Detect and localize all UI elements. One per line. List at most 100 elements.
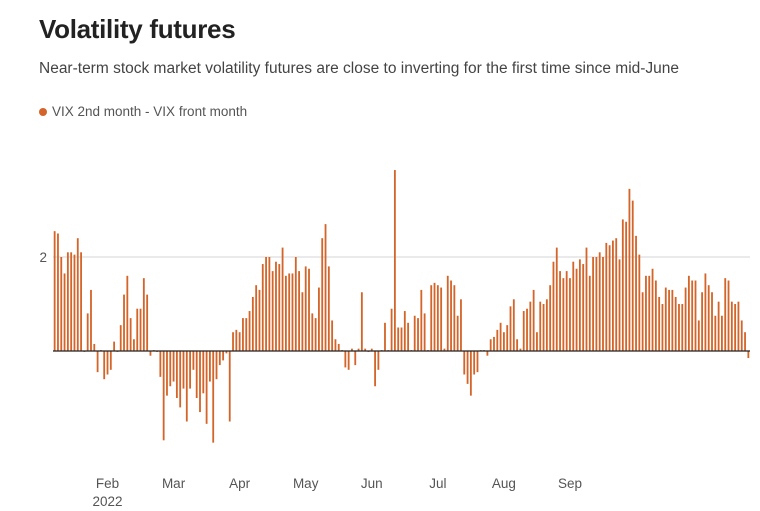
bar — [314, 318, 317, 351]
bar — [245, 318, 248, 351]
bar — [304, 266, 307, 351]
bar — [450, 280, 452, 351]
bar — [539, 301, 542, 351]
bar — [258, 289, 261, 351]
bar — [162, 351, 165, 441]
bar — [721, 315, 723, 351]
bar — [612, 240, 614, 351]
bar — [433, 282, 436, 351]
bar — [308, 268, 310, 351]
x-tick-label: Mar — [162, 476, 186, 491]
bar — [334, 339, 337, 351]
bar — [70, 252, 73, 351]
bar — [166, 351, 168, 396]
bar — [268, 257, 271, 351]
bar — [331, 320, 334, 351]
bar — [592, 257, 594, 351]
bar — [734, 304, 737, 351]
bar — [288, 273, 291, 351]
bar — [529, 301, 532, 351]
bar — [142, 278, 145, 351]
bar — [588, 275, 591, 351]
bar — [278, 264, 281, 351]
bar — [545, 299, 548, 351]
bar — [668, 289, 670, 351]
bar — [324, 224, 327, 351]
bars — [53, 170, 750, 443]
bar — [565, 271, 568, 351]
bar — [390, 308, 393, 351]
bar — [651, 268, 654, 351]
bar — [291, 273, 294, 351]
bar — [430, 285, 433, 351]
bar — [261, 264, 264, 351]
bar — [572, 261, 575, 351]
bar — [86, 313, 89, 351]
bar — [255, 285, 258, 351]
bar — [730, 301, 733, 351]
bar — [512, 299, 515, 351]
bar — [344, 351, 347, 368]
bar — [602, 257, 604, 351]
bar — [294, 257, 297, 351]
x-tick-label: May — [293, 476, 319, 491]
bar — [641, 292, 644, 351]
bar — [473, 351, 476, 375]
bar — [109, 351, 112, 370]
bar — [248, 311, 251, 351]
bar — [235, 329, 238, 351]
bar — [242, 318, 244, 351]
bar — [374, 351, 376, 387]
bar — [384, 322, 386, 351]
bar — [80, 252, 82, 351]
bar — [354, 351, 357, 366]
bar — [284, 275, 287, 351]
bar — [440, 287, 443, 351]
bar — [212, 351, 215, 443]
bar — [737, 301, 740, 351]
bar — [493, 336, 495, 351]
bar — [536, 332, 538, 351]
bar — [687, 275, 690, 351]
bar — [664, 287, 667, 351]
bar — [228, 351, 231, 422]
bar — [271, 271, 274, 351]
bar — [106, 351, 109, 375]
bar — [119, 325, 122, 351]
bar — [413, 315, 416, 351]
x-tick-year-label: 2022 — [92, 494, 122, 509]
bar — [172, 351, 175, 382]
bar — [370, 348, 373, 351]
bar — [499, 322, 502, 351]
bar — [569, 278, 571, 351]
bar — [489, 339, 492, 351]
bar — [182, 351, 185, 389]
bar — [251, 296, 254, 351]
bar — [57, 233, 59, 351]
bar — [218, 351, 221, 366]
bar — [113, 341, 116, 351]
bar — [446, 275, 449, 351]
bar — [555, 247, 558, 351]
bar — [159, 351, 162, 377]
bar — [185, 351, 188, 422]
bar — [526, 308, 528, 351]
legend-label: VIX 2nd month - VIX front month — [52, 104, 248, 119]
bar — [202, 351, 205, 394]
bar — [60, 257, 63, 351]
bar — [195, 351, 198, 398]
bar — [199, 351, 201, 413]
bar — [476, 351, 479, 373]
bar — [486, 351, 489, 356]
bar — [463, 351, 466, 375]
bar — [575, 268, 578, 351]
bar — [403, 311, 406, 351]
bar — [222, 351, 225, 361]
bar — [232, 332, 234, 351]
bar — [549, 285, 552, 351]
bar — [648, 275, 651, 351]
bar — [724, 278, 727, 351]
bar — [321, 238, 324, 351]
x-tick-label: Sep — [558, 476, 582, 491]
